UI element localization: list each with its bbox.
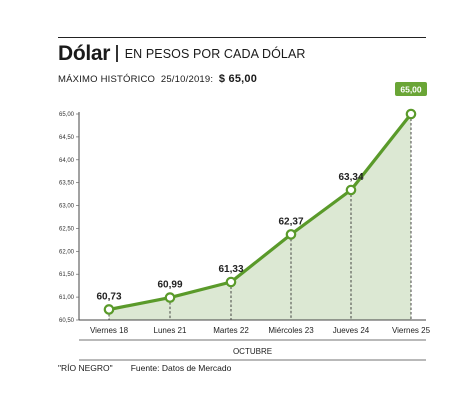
- chart-header: Dólar EN PESOS POR CADA DÓLAR: [58, 42, 306, 66]
- footer-credit: "RÍO NEGRO": [58, 363, 113, 373]
- x-tick-label: Miércoles 23: [268, 326, 314, 335]
- data-label: 60,99: [157, 280, 182, 291]
- x-tick-label: Viernes 25: [392, 326, 431, 335]
- data-label: 60,73: [96, 291, 121, 302]
- y-tick-label: 62,50: [59, 226, 75, 232]
- y-tick-label: 64,00: [59, 158, 75, 164]
- x-tick-label: Martes 22: [213, 326, 249, 335]
- data-point: [345, 184, 357, 196]
- chart-footer: "RÍO NEGRO" Fuente: Datos de Mercado: [58, 363, 231, 373]
- data-point: [164, 292, 176, 303]
- data-label: 62,37: [278, 216, 303, 227]
- chart-title: Dólar: [58, 42, 111, 65]
- area-fill: [109, 114, 411, 320]
- data-point: [225, 276, 237, 288]
- record-value: $ 65,00: [218, 73, 258, 85]
- x-tick-label: Viernes 18: [90, 326, 129, 335]
- y-tick-label: 62,00: [59, 249, 75, 255]
- x-tick-label: Jueves 24: [333, 326, 370, 335]
- y-tick-label: 63,00: [59, 204, 75, 210]
- series-line: [107, 112, 413, 312]
- chart-subtitle: EN PESOS POR CADA DÓLAR: [124, 47, 306, 61]
- data-label: 63,34: [338, 172, 363, 183]
- y-tick-label: 60,50: [59, 318, 75, 324]
- data-point: [103, 304, 115, 315]
- y-tick-label: 65,00: [59, 112, 75, 118]
- y-tick-label: 64,50: [59, 135, 75, 141]
- record-line: MÁXIMO HISTÓRICO 25/10/2019: $ 65,00: [58, 73, 257, 85]
- data-point: [285, 229, 297, 240]
- title-separator: [116, 45, 118, 62]
- data-point: [405, 108, 417, 120]
- header-rule: [58, 37, 426, 38]
- record-label: MÁXIMO HISTÓRICO: [58, 74, 156, 85]
- record-date: 25/10/2019:: [160, 74, 214, 85]
- y-tick-label: 61,00: [59, 295, 75, 301]
- data-label: 61,33: [218, 264, 243, 275]
- y-tick-label: 61,50: [59, 272, 75, 278]
- data-label: 65,00: [400, 85, 422, 95]
- y-tick-label: 63,50: [59, 181, 75, 187]
- footer-source: Fuente: Datos de Mercado: [130, 363, 232, 373]
- x-axis-label: OCTUBRE: [233, 347, 272, 356]
- x-tick-label: Lunes 21: [154, 326, 187, 335]
- max-value-badge: [395, 82, 427, 96]
